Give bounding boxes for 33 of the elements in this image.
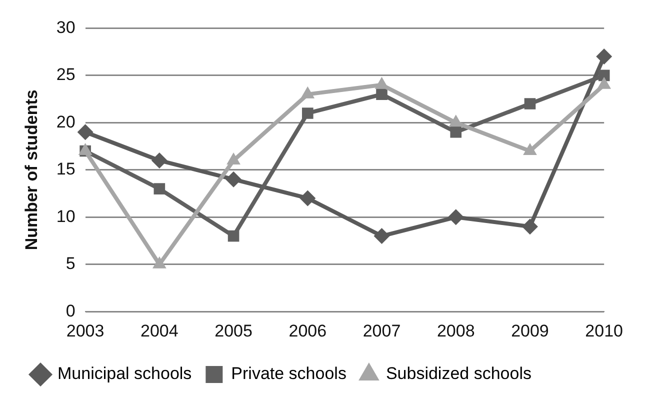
y-tick-label: 0 [66,301,76,320]
point [151,152,168,168]
y-tick-label: 20 [56,112,76,132]
point [374,228,390,244]
point [154,183,166,194]
y-tick-label: 25 [56,65,76,84]
y-tick-label: 10 [56,206,76,226]
point [77,124,94,140]
x-tick-label: 2005 [214,321,252,340]
x-tick-label: 2003 [66,321,104,340]
point [302,108,314,119]
y-tick-label: 5 [66,254,76,274]
point [226,171,242,188]
point [376,88,388,100]
x-tick-label: 2008 [436,321,475,340]
x-tick-label: 2004 [140,321,178,340]
point [300,190,316,206]
point [228,230,240,242]
x-tick-label: 2006 [288,321,327,340]
point [448,209,464,226]
x-tick-label: 2010 [585,321,624,340]
x-tick-label: 2009 [511,321,549,340]
y-axis-title: Number of students [22,90,41,250]
legend-label: Private schools [231,364,346,384]
point [596,48,612,65]
legend-label: Subsidized schools [386,364,532,384]
legend-label: Municipal schools [58,364,192,384]
point [524,98,536,110]
point [450,126,462,138]
y-tick-label: 30 [56,18,76,37]
point [522,218,538,235]
x-tick-label: 2007 [362,321,401,340]
y-tick-label: 15 [56,160,76,179]
